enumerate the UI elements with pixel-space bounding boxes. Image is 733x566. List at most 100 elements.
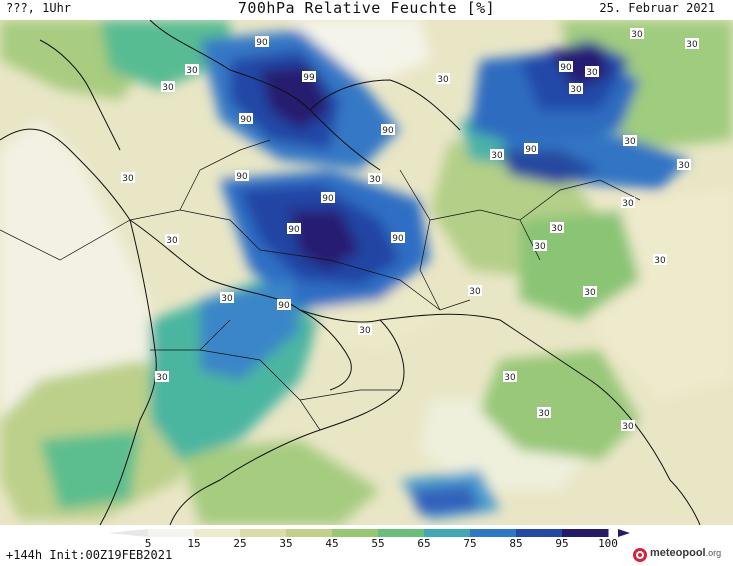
legend-swatch xyxy=(332,529,379,537)
svg-text:90: 90 xyxy=(278,301,290,311)
legend-swatches xyxy=(108,529,609,537)
contour-label: 90 xyxy=(255,36,269,48)
svg-text:30: 30 xyxy=(162,83,174,93)
legend-swatch xyxy=(148,529,195,537)
legend-arrow xyxy=(618,529,630,537)
svg-text:30: 30 xyxy=(122,174,134,184)
contour-label: 30 xyxy=(368,173,382,185)
contour-label: 30 xyxy=(653,254,667,266)
svg-text:30: 30 xyxy=(469,287,481,297)
legend-swatch xyxy=(194,529,241,537)
legend-arrow-left xyxy=(108,529,148,537)
contour-label: 30 xyxy=(161,81,175,93)
svg-text:90: 90 xyxy=(560,63,572,73)
legend-swatch xyxy=(516,529,563,537)
humidity-map: 90 99 90 90 90 90 90 90 90 90 90 30 30 3… xyxy=(0,20,733,525)
contour-label: 30 xyxy=(533,240,547,252)
contour-label: 30 xyxy=(537,407,551,419)
legend-tick-label: 85 xyxy=(509,537,522,550)
humidity-field xyxy=(0,20,733,525)
svg-text:30: 30 xyxy=(570,85,582,95)
svg-text:90: 90 xyxy=(288,225,300,235)
svg-text:90: 90 xyxy=(392,234,404,244)
contour-label: 30 xyxy=(503,371,517,383)
svg-text:30: 30 xyxy=(538,409,550,419)
svg-text:30: 30 xyxy=(624,137,636,147)
legend-swatch xyxy=(470,529,517,537)
legend-swatch xyxy=(378,529,425,537)
svg-text:30: 30 xyxy=(534,242,546,252)
contour-label: 90 xyxy=(524,143,538,155)
valid-date: 25. Februar 2021 xyxy=(599,1,715,15)
contour-label: 90 xyxy=(559,61,573,73)
svg-text:30: 30 xyxy=(166,236,178,246)
contour-label: 30 xyxy=(630,28,644,40)
svg-text:30: 30 xyxy=(491,151,503,161)
legend-swatch xyxy=(286,529,333,537)
contour-label: 90 xyxy=(277,299,291,311)
legend-swatch xyxy=(240,529,287,537)
legend-tick-label: 65 xyxy=(417,537,430,550)
legend-tick-label: 45 xyxy=(325,537,338,550)
contour-label: 30 xyxy=(550,222,564,234)
svg-text:30: 30 xyxy=(686,40,698,50)
legend-tick-label: 55 xyxy=(371,537,384,550)
contour-label: 90 xyxy=(239,113,253,125)
contour-label: 30 xyxy=(623,135,637,147)
contour-label: 30 xyxy=(621,420,635,432)
svg-text:99: 99 xyxy=(303,73,315,83)
svg-text:30: 30 xyxy=(437,75,449,85)
svg-text:90: 90 xyxy=(236,172,248,182)
svg-text:90: 90 xyxy=(382,126,394,136)
svg-text:30: 30 xyxy=(586,68,598,78)
contour-label: 30 xyxy=(621,197,635,209)
legend-ticks: 5 15 25 35 45 55 65 75 85 95 100 xyxy=(145,537,618,550)
svg-text:30: 30 xyxy=(186,66,198,76)
svg-text:90: 90 xyxy=(256,38,268,48)
contour-label: 99 xyxy=(302,71,316,83)
color-legend: 5 15 25 35 45 55 65 75 85 95 100 xyxy=(0,525,733,566)
svg-text:30: 30 xyxy=(369,175,381,185)
contour-label: 30 xyxy=(165,234,179,246)
contour-label: 90 xyxy=(321,192,335,204)
contour-label: 30 xyxy=(569,83,583,95)
svg-text:30: 30 xyxy=(678,161,690,171)
svg-text:30: 30 xyxy=(631,30,643,40)
svg-text:90: 90 xyxy=(240,115,252,125)
svg-text:30: 30 xyxy=(584,288,596,298)
svg-text:30: 30 xyxy=(551,224,563,234)
contour-label: 90 xyxy=(287,223,301,235)
run-info: +144h Init:00Z19FEB2021 xyxy=(6,548,173,562)
contour-label: 30 xyxy=(436,73,450,85)
svg-text:30: 30 xyxy=(156,373,168,383)
contour-label: 30 xyxy=(490,149,504,161)
valid-time: ???, 1Uhr xyxy=(6,1,72,15)
coastlines xyxy=(0,20,701,525)
contour-label: 30 xyxy=(685,38,699,50)
contour-label: 30 xyxy=(121,172,135,184)
legend-tick-label: 15 xyxy=(187,537,200,550)
svg-text:30: 30 xyxy=(359,326,371,336)
legend-tick-label: 5 xyxy=(145,537,152,550)
svg-text:30: 30 xyxy=(221,294,233,304)
svg-text:30: 30 xyxy=(654,256,666,266)
contour-label: 90 xyxy=(235,170,249,182)
contour-label: 30 xyxy=(468,285,482,297)
map-title: 700hPa Relative Feuchte [%] xyxy=(237,0,496,17)
contour-label: 30 xyxy=(358,324,372,336)
contour-label: 90 xyxy=(391,232,405,244)
contour-label: 30 xyxy=(585,66,599,78)
contour-label: 30 xyxy=(155,371,169,383)
logo-text: meteopool.org xyxy=(650,547,722,559)
legend-tick-label: 95 xyxy=(555,537,568,550)
meteopool-logo[interactable]: meteopool.org xyxy=(632,545,732,565)
contour-label: 30 xyxy=(220,292,234,304)
contour-label: 30 xyxy=(185,64,199,76)
svg-text:30: 30 xyxy=(504,373,516,383)
contour-label: 30 xyxy=(677,159,691,171)
country-borders xyxy=(0,139,641,431)
contour-label: 90 xyxy=(381,124,395,136)
legend-tick-label: 100 xyxy=(598,537,618,550)
legend-swatch xyxy=(424,529,471,537)
legend-tick-label: 75 xyxy=(463,537,476,550)
